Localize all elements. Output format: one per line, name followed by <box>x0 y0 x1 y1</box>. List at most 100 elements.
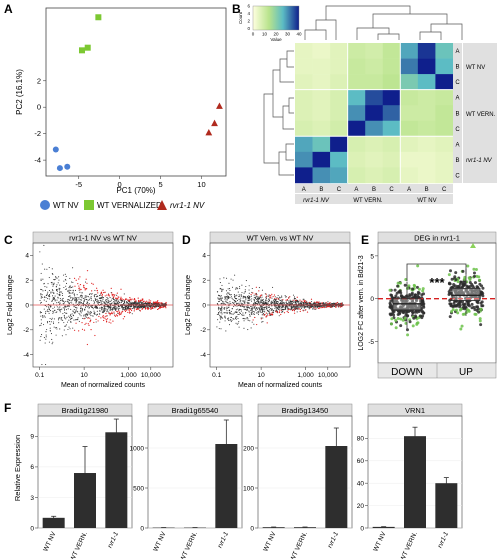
ma-point <box>284 305 286 307</box>
col-sample-label: C <box>442 187 447 193</box>
ma-point <box>82 317 84 320</box>
ma-point <box>87 305 90 307</box>
ma-point <box>271 297 273 299</box>
box-point <box>411 287 415 291</box>
ma-point <box>293 307 296 309</box>
ma-point <box>87 310 89 312</box>
ma-point <box>123 301 125 303</box>
ma-point-significant <box>114 294 116 296</box>
ma-point <box>318 305 321 307</box>
ma-point <box>101 309 103 311</box>
ma-point-significant <box>282 299 284 301</box>
ma-point <box>69 317 71 319</box>
panel-d-points <box>216 274 344 332</box>
ma-point-significant <box>85 322 87 324</box>
ma-point <box>85 313 87 316</box>
ma-point <box>112 308 114 310</box>
ma-point <box>115 300 117 302</box>
ma-point <box>247 297 249 299</box>
ma-point-significant <box>83 329 86 331</box>
ma-point <box>53 282 55 284</box>
ma-point <box>107 301 109 303</box>
ma-point <box>285 307 287 309</box>
ma-point <box>129 301 131 303</box>
ma-point <box>80 306 82 308</box>
ma-point <box>150 303 152 305</box>
ma-point <box>121 309 124 311</box>
ma-point <box>302 298 304 300</box>
ma-point <box>254 302 256 304</box>
ma-point <box>62 307 64 309</box>
ma-point <box>50 333 52 335</box>
ma-point-significant <box>141 298 143 300</box>
ma-point-significant <box>147 301 149 303</box>
y-tick-label: -5 <box>368 339 374 346</box>
ma-point <box>221 297 224 299</box>
box-point <box>459 280 463 284</box>
ma-point <box>147 306 149 308</box>
y-tick-label: 3 <box>30 495 34 502</box>
ma-point <box>164 305 166 307</box>
ma-point <box>108 305 110 308</box>
ma-point <box>228 288 231 290</box>
ma-point <box>237 313 239 316</box>
ma-point <box>86 295 88 297</box>
heatmap-cell <box>400 89 419 106</box>
ma-point <box>53 318 55 320</box>
ma-point <box>78 312 80 314</box>
ma-point <box>89 311 91 313</box>
ma-point-significant <box>83 284 85 286</box>
ma-point <box>255 307 257 309</box>
ma-point-significant <box>79 276 81 278</box>
panel-d-y-ticks: 420-2-4 <box>200 253 210 359</box>
ma-point <box>94 312 96 315</box>
ma-point-significant <box>111 313 113 315</box>
ma-point <box>99 307 101 309</box>
ma-point <box>61 291 63 293</box>
ma-point <box>44 316 46 318</box>
ma-point <box>120 299 122 301</box>
ma-point <box>260 299 262 301</box>
ma-point <box>114 300 116 302</box>
ma-point-significant <box>88 324 90 326</box>
ma-point <box>306 305 308 308</box>
ma-point-significant <box>121 298 123 300</box>
ma-point <box>231 297 233 299</box>
ma-point <box>243 318 245 320</box>
ma-point <box>83 314 85 316</box>
row-sample-label: C <box>455 173 460 179</box>
ma-point-significant <box>131 298 133 300</box>
ma-point <box>62 319 64 321</box>
ma-point <box>297 305 299 307</box>
ma-point-significant <box>127 311 129 314</box>
ma-point <box>241 292 243 294</box>
ma-point <box>229 297 231 299</box>
ma-point <box>88 299 90 301</box>
ma-point <box>63 309 66 311</box>
ma-point <box>218 300 221 302</box>
ma-point <box>278 308 280 310</box>
ma-point-significant <box>78 285 80 287</box>
ma-point-significant <box>142 301 144 303</box>
ma-point <box>80 310 82 312</box>
ma-point <box>267 300 269 303</box>
ma-point <box>65 279 67 281</box>
ma-point <box>274 299 277 301</box>
box-point <box>470 306 474 310</box>
ma-point <box>81 308 84 310</box>
ma-point <box>246 307 248 309</box>
heatmap-cell <box>330 74 348 90</box>
ma-point <box>266 303 269 305</box>
ma-point-significant <box>108 295 110 297</box>
ma-point <box>240 310 242 312</box>
ma-point <box>52 307 54 309</box>
ma-point-significant <box>79 289 81 291</box>
ma-point <box>56 306 58 308</box>
ma-point <box>313 305 316 307</box>
heatmap-cell <box>400 43 419 59</box>
row-group-strip <box>463 43 497 183</box>
panel-e-boxes <box>392 268 481 329</box>
ma-point <box>304 305 306 307</box>
ma-point-significant <box>106 318 109 320</box>
ma-point <box>105 306 107 308</box>
